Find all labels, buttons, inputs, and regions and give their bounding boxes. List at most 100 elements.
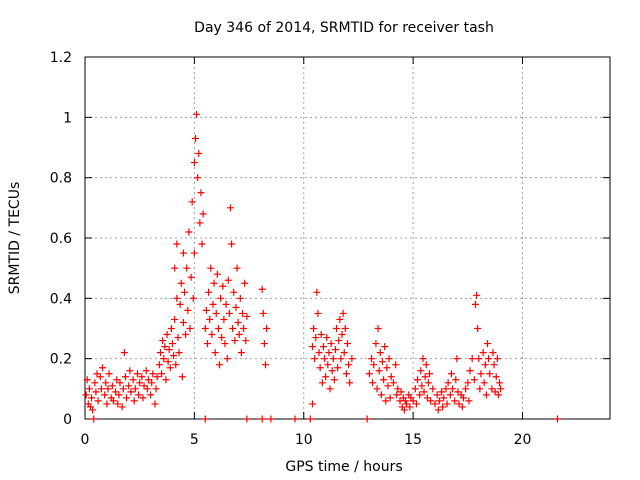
- data-point: [419, 355, 427, 363]
- data-point: [258, 285, 266, 293]
- data-point: [458, 403, 466, 411]
- data-point: [439, 403, 447, 411]
- data-point: [370, 361, 378, 369]
- data-point: [99, 364, 106, 372]
- data-point: [496, 379, 504, 387]
- data-point: [454, 388, 462, 396]
- data-point: [181, 288, 189, 296]
- data-point: [417, 367, 425, 375]
- data-point: [369, 379, 377, 387]
- data-point: [486, 370, 494, 378]
- data-point: [138, 373, 146, 381]
- data-point: [221, 340, 229, 348]
- data-point: [470, 376, 478, 384]
- data-point: [235, 331, 243, 339]
- data-point: [453, 355, 461, 363]
- data-point: [393, 391, 401, 399]
- data-point: [171, 315, 179, 323]
- data-point: [406, 403, 414, 411]
- data-point: [365, 370, 373, 378]
- data-point: [207, 264, 215, 272]
- data-point: [455, 400, 463, 408]
- data-point: [433, 391, 441, 399]
- data-point: [159, 337, 167, 345]
- data-point: [176, 300, 184, 308]
- data-point: [394, 385, 402, 393]
- data-point: [213, 270, 221, 278]
- data-point: [491, 388, 499, 396]
- data-point: [261, 361, 269, 369]
- data-point: [309, 400, 316, 408]
- data-point: [187, 273, 195, 281]
- data-point: [147, 391, 155, 399]
- data-point: [492, 373, 500, 381]
- data-point: [381, 343, 389, 351]
- data-point: [306, 415, 314, 423]
- data-point: [139, 394, 147, 402]
- data-point: [497, 385, 505, 393]
- data-point: [94, 397, 102, 405]
- data-point: [236, 294, 244, 302]
- data-point: [216, 361, 224, 369]
- data-point: [179, 318, 187, 326]
- data-point: [140, 382, 148, 390]
- data-point: [211, 349, 219, 357]
- data-point: [219, 282, 227, 290]
- chart-title: Day 346 of 2014, SRMTID for receiver tas…: [194, 20, 494, 36]
- data-point: [317, 331, 325, 339]
- data-point: [144, 376, 152, 384]
- data-point: [169, 340, 176, 348]
- y-tick-label: 1.2: [50, 50, 72, 66]
- data-point: [171, 264, 179, 272]
- data-point: [179, 249, 187, 257]
- data-point: [108, 382, 116, 390]
- data-point: [315, 349, 323, 357]
- data-point: [480, 379, 488, 387]
- data-point: [164, 358, 172, 366]
- data-point: [91, 379, 99, 387]
- data-point: [318, 379, 326, 387]
- data-point: [127, 388, 135, 396]
- data-point: [228, 240, 236, 248]
- data-point: [105, 370, 113, 378]
- data-point: [373, 385, 381, 393]
- data-point: [177, 279, 185, 287]
- data-point: [121, 373, 129, 381]
- data-point: [440, 394, 448, 402]
- y-tick-label: 0.8: [50, 171, 72, 187]
- data-point: [234, 318, 242, 326]
- data-point: [346, 379, 354, 387]
- data-point: [190, 249, 198, 257]
- data-point: [90, 415, 98, 423]
- data-point: [85, 385, 93, 393]
- x-tick-label: 5: [190, 432, 199, 448]
- data-point: [170, 352, 178, 360]
- data-point: [183, 264, 191, 272]
- data-point: [427, 397, 435, 405]
- data-point: [488, 385, 496, 393]
- data-point: [149, 370, 157, 378]
- data-point: [222, 300, 230, 308]
- data-point: [442, 385, 450, 393]
- data-point: [474, 325, 482, 332]
- data-point: [329, 355, 337, 363]
- data-point: [188, 198, 196, 206]
- data-point: [459, 394, 467, 402]
- data-point: [230, 288, 238, 296]
- data-point: [409, 397, 417, 405]
- data-point: [193, 110, 201, 118]
- data-point: [429, 385, 437, 393]
- data-point: [186, 325, 194, 332]
- data-point: [152, 385, 160, 393]
- data-point: [403, 400, 411, 408]
- data-point: [112, 388, 120, 396]
- y-tick-labels: 0 0.2 0.4 0.6 0.8 1 1.2: [50, 50, 72, 428]
- data-point: [485, 355, 493, 363]
- data-point: [178, 373, 186, 381]
- data-point: [172, 361, 180, 369]
- data-point: [161, 343, 169, 351]
- data-point: [160, 355, 168, 363]
- data-point: [447, 370, 455, 378]
- data-point: [340, 349, 348, 357]
